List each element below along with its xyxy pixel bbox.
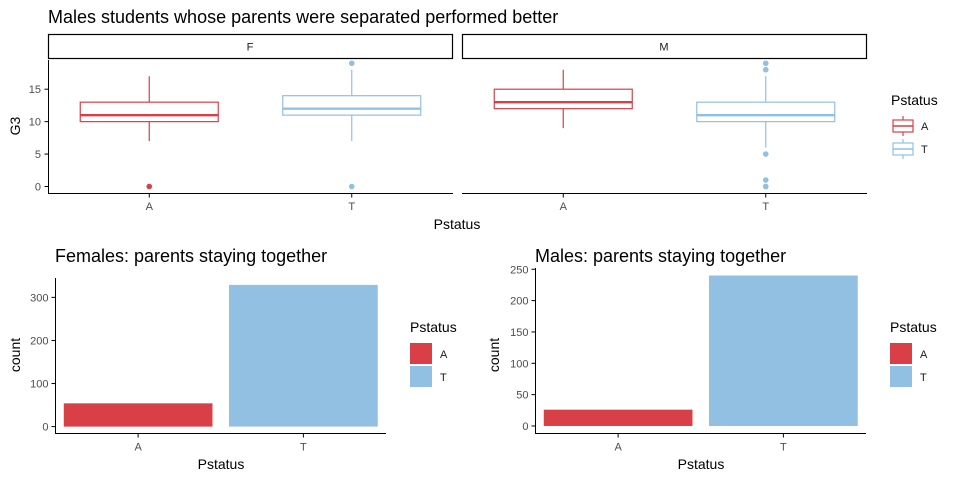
legend-key-t [410, 366, 432, 387]
outlier-point [146, 183, 153, 190]
x-tick-label: A [614, 442, 622, 454]
boxplot-legend-title: Pstatus [891, 92, 938, 108]
y-tick-label: 200 [510, 296, 528, 308]
males-bars [543, 275, 858, 426]
y-tick-label: 200 [30, 335, 48, 347]
y-tick-label: 100 [510, 358, 528, 370]
legend-key-a [892, 116, 914, 136]
males-x-label: Pstatus [678, 456, 725, 472]
females-y-ticks: 0 100 200 300 [30, 292, 56, 434]
box-iqr [696, 101, 836, 123]
legend-label-a: A [921, 121, 929, 133]
box-m-a [493, 69, 633, 129]
males-bar-chart: Males: parents staying together 0 50 100 15… [486, 246, 937, 472]
y-tick-label: 300 [30, 292, 48, 304]
legend-key-a [410, 343, 432, 364]
boxplot-marks [79, 60, 836, 190]
y-tick-label: 0 [35, 182, 41, 194]
y-tick-label: 150 [510, 327, 528, 339]
x-tick-label: T [780, 442, 787, 454]
y-tick-label: 5 [35, 149, 41, 161]
boxplot-chart: Males students whose parents were separa… [7, 7, 938, 232]
boxplot-title: Males students whose parents were separa… [48, 7, 558, 27]
y-tick-label: 10 [29, 117, 41, 129]
boxplot-legend: AT [892, 116, 929, 159]
box-iqr [493, 88, 633, 110]
females-legend-title: Pstatus [410, 319, 457, 335]
females-y-label: count [7, 338, 23, 372]
box-m-t [696, 60, 836, 190]
y-tick-label: 15 [29, 84, 41, 96]
boxplot-y-ticks: 0 5 10 15 [29, 84, 49, 194]
legend-label-a: A [440, 349, 448, 361]
box-f-a [79, 76, 219, 190]
y-tick-label: 0 [42, 422, 48, 434]
y-tick-label: 50 [516, 390, 528, 402]
legend-label-a: A [920, 349, 928, 361]
legend-key-a [890, 343, 912, 364]
x-tick-label: T [348, 201, 355, 213]
y-tick-label: 0 [522, 421, 528, 433]
y-tick-label: 250 [510, 264, 528, 276]
facet-label-f: F [247, 42, 254, 54]
outlier-point [762, 183, 769, 190]
outlier-point [348, 60, 355, 67]
bar-a [543, 409, 693, 426]
males-y-ticks: 0 50 100 150 200 250 [510, 264, 536, 433]
x-tick-label: A [146, 201, 154, 213]
outlier-point [762, 66, 769, 73]
males-title: Males: parents staying together [535, 246, 786, 266]
legend-key-t [890, 366, 912, 387]
females-x-label: Pstatus [198, 456, 245, 472]
outlier-point [762, 151, 769, 157]
females-bar-chart: Females: parents staying together 0 100 20… [7, 246, 457, 472]
boxplot-y-label: G3 [7, 116, 23, 135]
x-tick-label: A [134, 442, 142, 454]
y-tick-label: 100 [30, 379, 48, 391]
facet-strip-m [461, 33, 868, 60]
outlier-point [762, 177, 769, 183]
bar-a [63, 403, 213, 427]
legend-label-t: T [920, 372, 927, 384]
females-bars [63, 284, 378, 427]
x-tick-label: A [560, 201, 568, 213]
legend-label-t: T [921, 144, 928, 156]
males-legend-title: Pstatus [890, 319, 937, 335]
box-f-t [282, 60, 422, 190]
boxplot-x-label: Pstatus [434, 216, 481, 232]
box-iqr [282, 95, 422, 116]
x-tick-label: T [762, 201, 769, 213]
x-tick-label: T [300, 442, 307, 454]
outlier-point [762, 60, 769, 67]
legend-key-t [892, 139, 914, 159]
females-legend: AT [410, 343, 448, 387]
males-y-label: count [486, 338, 502, 372]
box-iqr [79, 101, 219, 123]
bar-t [709, 275, 858, 426]
males-legend: AT [890, 343, 928, 387]
facet-strip-f [47, 33, 454, 60]
facet-label-m: M [659, 42, 668, 54]
outlier-point [348, 183, 355, 190]
bar-t [229, 284, 378, 427]
females-title: Females: parents staying together [55, 246, 327, 266]
legend-label-t: T [440, 372, 447, 384]
